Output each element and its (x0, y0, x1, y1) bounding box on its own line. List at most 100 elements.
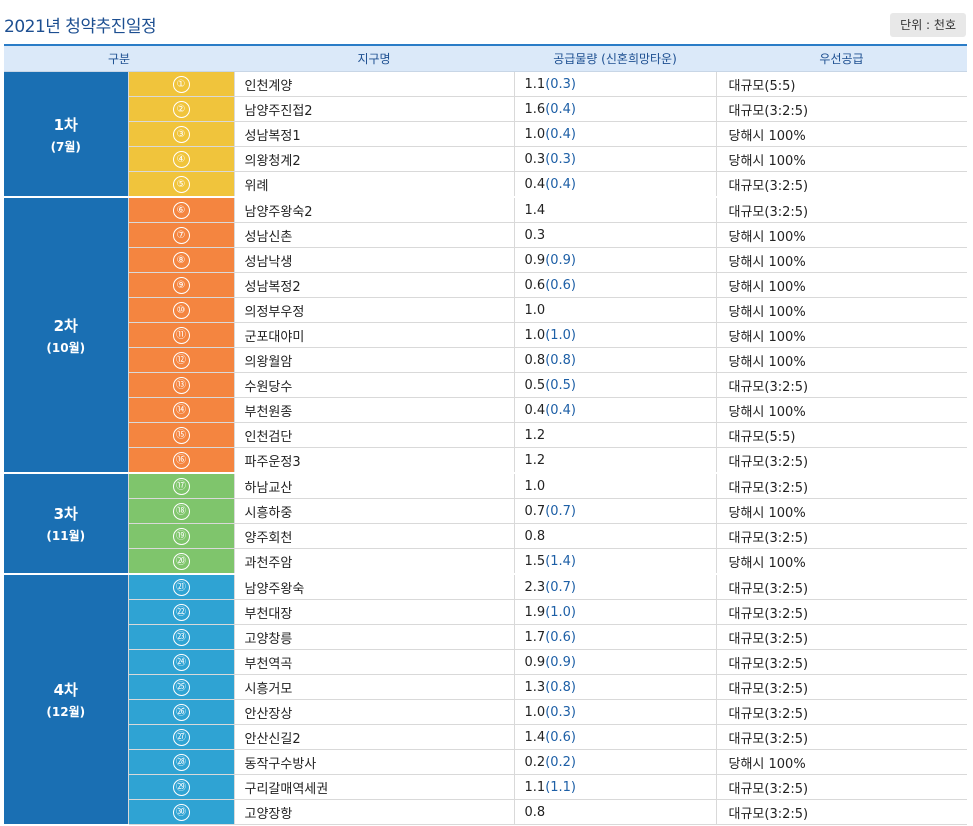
district-name: 부천역곡 (233, 649, 514, 675)
supply-cell: 1.2 (513, 447, 716, 474)
site-number-cell: ㉘ (127, 749, 234, 775)
supply-cell: 0.4(0.4) (513, 397, 716, 423)
site-number-cell: ⑥ (127, 196, 234, 223)
site-number: ㉑ (172, 578, 190, 596)
priority-supply: 대규모(3:2:5) (715, 724, 967, 750)
district-name: 수원당수 (233, 372, 514, 398)
newlywed-amount: (0.6) (545, 729, 577, 745)
newlywed-amount: (0.4) (545, 176, 577, 192)
site-number: ⑳ (172, 552, 190, 570)
priority-supply: 대규모(3:2:5) (715, 523, 967, 549)
site-number: ⑪ (172, 326, 190, 344)
supply-amount: 0.3 (524, 227, 546, 243)
supply-cell: 0.8 (513, 523, 716, 549)
district-name: 안산장상 (233, 699, 514, 725)
priority-supply: 대규모(3:2:5) (715, 372, 967, 398)
supply-cell: 1.0(0.3) (513, 699, 716, 725)
district-name: 성남복정1 (233, 121, 514, 147)
supply-cell: 1.7(0.6) (513, 624, 716, 650)
page-title: 2021년 청약추진일정 (4, 17, 157, 37)
site-number: ② (172, 100, 190, 118)
newlywed-amount: (0.9) (545, 654, 577, 670)
district-name: 안산신길2 (233, 724, 514, 750)
supply-cell: 0.2(0.2) (513, 749, 716, 775)
supply-amount: 0.2 (524, 754, 546, 770)
district-name: 군포대야미 (233, 322, 514, 348)
site-number: ㉒ (172, 603, 190, 621)
district-name: 동작구수방사 (233, 749, 514, 775)
round-label-cell: 2차 (10월) (4, 196, 128, 474)
supply-cell: 1.0(0.4) (513, 121, 716, 147)
table-row: ㉕ 시흥거모 1.3(0.8) 대규모(3:2:5) (4, 674, 967, 700)
site-number-cell: ② (127, 96, 234, 122)
supply-amount: 0.8 (524, 804, 546, 820)
table-row: ⑱ 시흥하중 0.7(0.7) 당해시 100% (4, 498, 967, 524)
site-number: ⑯ (172, 451, 190, 469)
site-number-cell: ⑯ (127, 447, 234, 474)
supply-cell: 0.8(0.8) (513, 347, 716, 373)
priority-supply: 당해시 100% (715, 272, 967, 298)
site-number-cell: ⑩ (127, 297, 234, 323)
priority-supply: 대규모(3:2:5) (715, 472, 967, 499)
supply-amount: 0.4 (524, 402, 546, 418)
supply-amount: 0.7 (524, 503, 546, 519)
site-number: ① (172, 75, 190, 93)
supply-amount: 0.8 (524, 528, 546, 544)
district-name: 성남신촌 (233, 222, 514, 248)
column-header-priority: 우선공급 (716, 44, 967, 72)
supply-amount: 1.0 (524, 327, 546, 343)
site-number-cell: ⑫ (127, 347, 234, 373)
supply-amount: 1.4 (524, 729, 546, 745)
priority-supply: 당해시 100% (715, 347, 967, 373)
priority-supply: 당해시 100% (715, 222, 967, 248)
table-row: ⑯ 파주운정3 1.2 대규모(3:2:5) (4, 447, 967, 474)
newlywed-amount: (0.3) (545, 704, 577, 720)
table-row: ㉔ 부천역곡 0.9(0.9) 대규모(3:2:5) (4, 649, 967, 675)
table-header-row: 구분 지구명 공급물량 (신혼희망타운) 우선공급 (4, 44, 967, 72)
supply-amount: 1.0 (524, 126, 546, 142)
priority-supply: 당해시 100% (715, 498, 967, 524)
supply-amount: 1.7 (524, 629, 546, 645)
priority-supply: 대규모(3:2:5) (715, 96, 967, 122)
site-number: ⑦ (172, 226, 190, 244)
table-row: ⑭ 부천원종 0.4(0.4) 당해시 100% (4, 397, 967, 423)
site-number: ⑱ (172, 502, 190, 520)
round-label-cell: 1차 (7월) (4, 71, 128, 198)
district-name: 구리갈매역세권 (233, 774, 514, 800)
table-row: ㉚ 고양장항 0.8 대규모(3:2:5) (4, 799, 967, 825)
supply-cell: 1.5(1.4) (513, 548, 716, 575)
newlywed-amount: (1.0) (545, 604, 577, 620)
supply-amount: 0.8 (524, 352, 546, 368)
column-header-round: 구분 (4, 44, 234, 72)
table-row: ⑬ 수원당수 0.5(0.5) 대규모(3:2:5) (4, 372, 967, 398)
district-name: 인천계양 (233, 71, 514, 97)
newlywed-amount: (0.3) (545, 151, 577, 167)
unit-label: 단위 : 천호 (890, 13, 966, 37)
supply-amount: 1.0 (524, 704, 546, 720)
supply-amount: 1.2 (524, 427, 546, 443)
site-number-cell: ⑨ (127, 272, 234, 298)
round-name: 4차 (53, 680, 78, 699)
supply-cell: 1.0 (513, 297, 716, 323)
site-number: ⑬ (172, 376, 190, 394)
table-row: ③ 성남복정1 1.0(0.4) 당해시 100% (4, 121, 967, 147)
supply-cell: 0.3(0.3) (513, 146, 716, 172)
table-row: ㉓ 고양창릉 1.7(0.6) 대규모(3:2:5) (4, 624, 967, 650)
supply-cell: 1.0(1.0) (513, 322, 716, 348)
supply-cell: 1.9(1.0) (513, 599, 716, 625)
supply-cell: 1.6(0.4) (513, 96, 716, 122)
supply-amount: 1.1 (524, 779, 546, 795)
site-number: ⑤ (172, 175, 190, 193)
supply-amount: 1.0 (524, 478, 546, 494)
newlywed-amount: (0.7) (545, 579, 577, 595)
district-name: 시흥거모 (233, 674, 514, 700)
column-header-supply: 공급물량 (신혼희망타운) (514, 44, 716, 72)
site-number-cell: ㉚ (127, 799, 234, 825)
supply-cell: 1.0 (513, 472, 716, 499)
schedule-table: 구분 지구명 공급물량 (신혼희망타운) 우선공급 1차 (7월) ① 인천계양 1.1… (4, 44, 967, 826)
table-row: ④ 의왕청계2 0.3(0.3) 당해시 100% (4, 146, 967, 172)
newlywed-amount: (1.1) (545, 779, 577, 795)
site-number-cell: ⑪ (127, 322, 234, 348)
district-name: 시흥하중 (233, 498, 514, 524)
site-number: ⑰ (172, 477, 190, 495)
